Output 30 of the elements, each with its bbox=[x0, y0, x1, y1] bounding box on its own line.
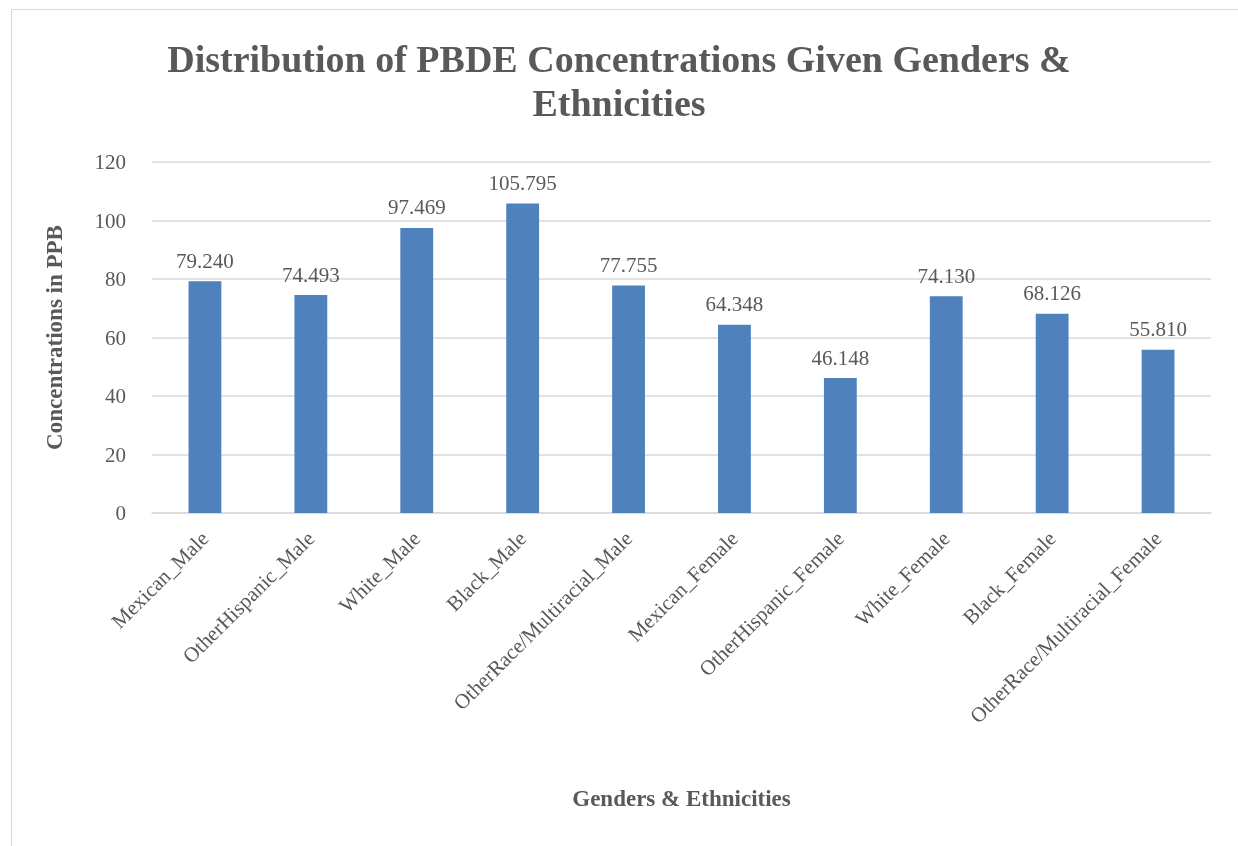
y-tick-label: 100 bbox=[94, 208, 126, 233]
bar bbox=[1141, 349, 1175, 513]
bar bbox=[823, 378, 857, 513]
y-tick-label: 60 bbox=[105, 325, 126, 350]
y-tick-label: 80 bbox=[105, 267, 126, 291]
bar bbox=[718, 324, 751, 513]
data-label: 74.130 bbox=[917, 263, 976, 288]
bar bbox=[612, 285, 645, 513]
data-label: 64.348 bbox=[705, 292, 764, 317]
data-label: 68.126 bbox=[1023, 281, 1082, 306]
bar bbox=[506, 203, 540, 513]
data-label: 97.469 bbox=[387, 195, 446, 220]
y-axis-title: Concentrations in PPB bbox=[42, 225, 67, 450]
bar bbox=[929, 296, 963, 513]
data-label: 77.755 bbox=[599, 253, 658, 278]
chart-title: Distribution of PBDE Concentrations Given Genders & Ethnicities bbox=[166, 37, 1072, 125]
data-label: 55.810 bbox=[1129, 317, 1187, 342]
y-tick-label: 120 bbox=[94, 150, 126, 174]
y-tick-label: 20 bbox=[105, 442, 126, 467]
bar bbox=[294, 295, 328, 513]
data-label: 105.795 bbox=[488, 171, 557, 196]
y-tick-label: 0 bbox=[115, 501, 126, 525]
data-label: 74.493 bbox=[281, 262, 340, 287]
bar bbox=[1035, 313, 1069, 513]
y-tick-label: 40 bbox=[105, 384, 126, 408]
data-label: 46.148 bbox=[811, 345, 870, 370]
x-axis-title: Genders & Ethnicities bbox=[572, 786, 791, 811]
bar bbox=[400, 227, 434, 513]
bar bbox=[188, 281, 222, 513]
data-label: 79.240 bbox=[176, 248, 234, 273]
